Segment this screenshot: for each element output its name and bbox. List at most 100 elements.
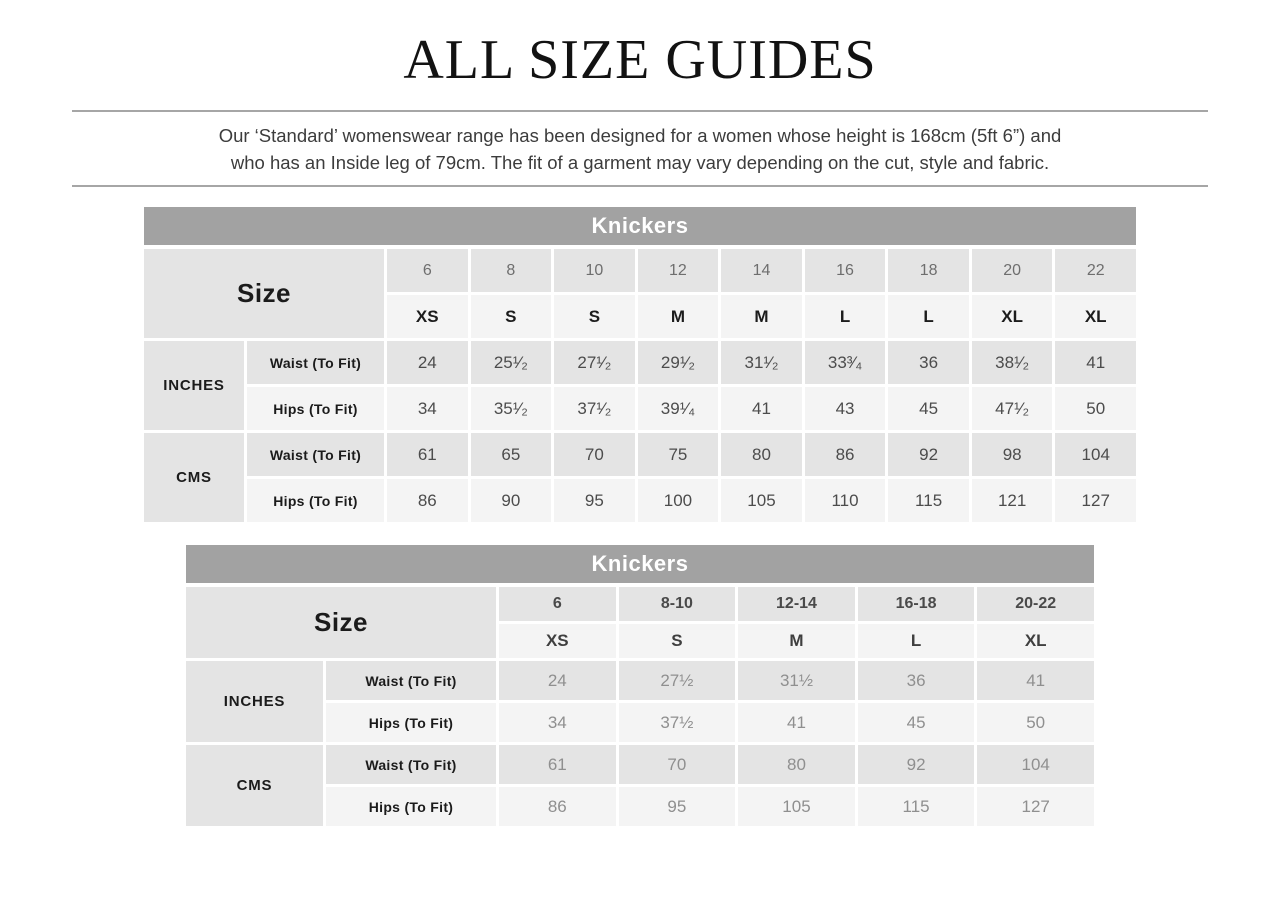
measurement-value: 86: [804, 433, 886, 476]
measurement-value: 90: [470, 479, 552, 522]
measurement-value: 43: [804, 387, 886, 430]
measurement-value: 34: [387, 387, 468, 430]
measurement-value: 105: [721, 479, 802, 522]
measurement-value: 86: [387, 479, 468, 522]
size-number-header: 12-14: [738, 587, 855, 621]
page-title: ALL SIZE GUIDES: [403, 29, 877, 91]
unit-label-inches: INCHES: [144, 341, 244, 430]
size-letter-header: M: [738, 624, 855, 658]
measure-label-waist: Waist (To Fit): [247, 433, 384, 476]
measurement-value: 31½: [738, 661, 855, 700]
measurement-value: 104: [977, 745, 1094, 784]
size-letter-header: M: [637, 295, 719, 338]
measure-label-hips: Hips (To Fit): [247, 479, 384, 522]
intro-text-line1: Our ‘Standard’ womenswear range has been…: [218, 125, 1062, 146]
measurement-value: 37¹⁄₂: [554, 387, 635, 430]
knickers-size-table-detailed: Knickers Size 6 8 10 12 14 16 18 20 22 X…: [144, 207, 1136, 522]
size-letter-header: XL: [1055, 295, 1136, 338]
size-letter-header: S: [554, 295, 635, 338]
table-title: Knickers: [186, 545, 1094, 583]
measure-label-hips: Hips (To Fit): [326, 703, 496, 742]
measurement-value: 50: [1055, 387, 1136, 430]
measurement-value: 110: [804, 479, 886, 522]
size-letter-header: XS: [387, 295, 468, 338]
measure-label-hips: Hips (To Fit): [326, 787, 496, 826]
measurement-value: 75: [637, 433, 719, 476]
size-number-header: 14: [721, 249, 802, 292]
measurement-value: 37½: [618, 703, 736, 742]
size-number-header: 6: [387, 249, 468, 292]
size-grid: Size 6 8 10 12 14 16 18 20 22 XS S S M M…: [144, 249, 1136, 522]
measurement-value: 95: [554, 479, 635, 522]
measurement-value: 41: [977, 661, 1094, 700]
measurement-value: 41: [738, 703, 855, 742]
size-letter-header: L: [857, 624, 975, 658]
measurement-value: 105: [738, 787, 855, 826]
divider-line-bottom: [72, 185, 1208, 187]
measurement-value: 36: [857, 661, 975, 700]
knickers-size-table-grouped: Knickers Size 6 8-10 12-14 16-18 20-22 X…: [186, 545, 1094, 826]
measurement-value: 80: [721, 433, 802, 476]
measure-label-hips: Hips (To Fit): [247, 387, 384, 430]
measurement-value: 61: [499, 745, 616, 784]
measurement-value: 86: [499, 787, 616, 826]
size-letter-header: XL: [977, 624, 1094, 658]
measurement-value: 38¹⁄₂: [971, 341, 1053, 384]
measurement-value: 80: [738, 745, 855, 784]
measure-label-waist: Waist (To Fit): [247, 341, 384, 384]
divider-line-top: [72, 110, 1208, 112]
measurement-value: 100: [637, 479, 719, 522]
measurement-value: 45: [857, 703, 975, 742]
size-letter-header: XL: [971, 295, 1053, 338]
measurement-value: 121: [971, 479, 1053, 522]
size-number-header: 16-18: [857, 587, 975, 621]
size-number-header: 16: [804, 249, 886, 292]
measurement-value: 95: [618, 787, 736, 826]
measurement-value: 50: [977, 703, 1094, 742]
table-title: Knickers: [144, 207, 1136, 245]
size-number-header: 8-10: [618, 587, 736, 621]
measurement-value: 61: [387, 433, 468, 476]
size-letter-header: L: [804, 295, 886, 338]
unit-label-cms: CMS: [144, 433, 244, 522]
intro-text: Our ‘Standard’ womenswear range has been…: [90, 122, 1190, 176]
size-number-header: 6: [499, 587, 616, 621]
size-letter-header: M: [721, 295, 802, 338]
measurement-value: 34: [499, 703, 616, 742]
measurement-value: 24: [387, 341, 468, 384]
unit-label-cms: CMS: [186, 745, 323, 826]
measurement-value: 45: [888, 387, 969, 430]
size-letter-header: S: [618, 624, 736, 658]
measurement-value: 33³⁄₄: [804, 341, 886, 384]
size-letter-header: S: [470, 295, 552, 338]
measure-label-waist: Waist (To Fit): [326, 661, 496, 700]
size-number-header: 20: [971, 249, 1053, 292]
size-number-header: 10: [554, 249, 635, 292]
measurement-value: 127: [1055, 479, 1136, 522]
measurement-value: 31¹⁄₂: [721, 341, 802, 384]
size-number-header: 18: [888, 249, 969, 292]
size-header-label: Size: [144, 249, 384, 338]
measurement-value: 127: [977, 787, 1094, 826]
measurement-value: 29¹⁄₂: [637, 341, 719, 384]
size-number-header: 20-22: [977, 587, 1094, 621]
measurement-value: 41: [1055, 341, 1136, 384]
size-number-header: 8: [470, 249, 552, 292]
measurement-value: 92: [888, 433, 969, 476]
measurement-value: 27½: [618, 661, 736, 700]
size-number-header: 12: [637, 249, 719, 292]
measurement-value: 47¹⁄₂: [971, 387, 1053, 430]
measurement-value: 35¹⁄₂: [470, 387, 552, 430]
measurement-value: 27¹⁄₂: [554, 341, 635, 384]
size-letter-header: XS: [499, 624, 616, 658]
measurement-value: 70: [618, 745, 736, 784]
measurement-value: 115: [888, 479, 969, 522]
measurement-value: 39¹⁄₄: [637, 387, 719, 430]
measurement-value: 104: [1055, 433, 1136, 476]
size-grid: Size 6 8-10 12-14 16-18 20-22 XS S M L X…: [186, 587, 1094, 826]
size-number-header: 22: [1055, 249, 1136, 292]
measurement-value: 24: [499, 661, 616, 700]
measurement-value: 98: [971, 433, 1053, 476]
measurement-value: 41: [721, 387, 802, 430]
measurement-value: 70: [554, 433, 635, 476]
